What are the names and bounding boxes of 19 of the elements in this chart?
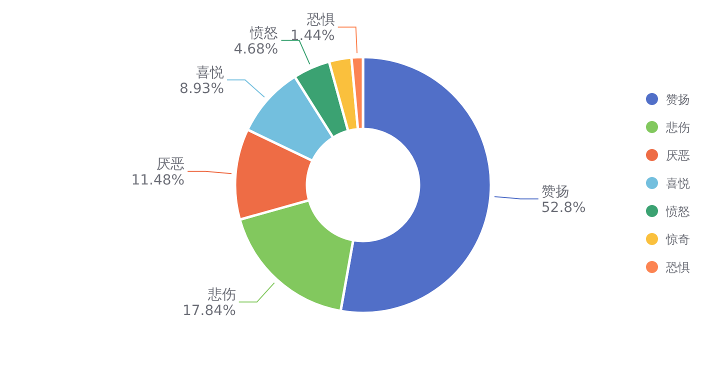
slice-label: 悲伤 (206, 287, 236, 304)
data-label: 17.84% (182, 303, 236, 320)
legend-label: 惊奇 (665, 232, 690, 246)
legend-label: 喜悦 (666, 176, 690, 190)
slice-label: 喜悦 (196, 64, 224, 81)
legend-label: 悲伤 (665, 120, 690, 134)
slice-label: 厌恶 (156, 156, 185, 172)
slice-label: 赞扬 (541, 184, 570, 200)
data-label: 52.8% (541, 200, 586, 216)
data-label: 1.44% (290, 28, 335, 44)
legend-label: 恐惧 (665, 260, 690, 274)
slice-label: 恐惧 (306, 12, 335, 28)
data-label: 8.93% (180, 80, 224, 97)
legend-label: 愤怒 (665, 204, 690, 218)
slice-label: 愤怒 (249, 25, 278, 42)
legend-label: 厌恶 (666, 148, 690, 162)
data-label: 11.48% (131, 172, 185, 188)
legend-label: 赞扬 (666, 92, 690, 106)
data-label: 4.68% (234, 41, 278, 58)
